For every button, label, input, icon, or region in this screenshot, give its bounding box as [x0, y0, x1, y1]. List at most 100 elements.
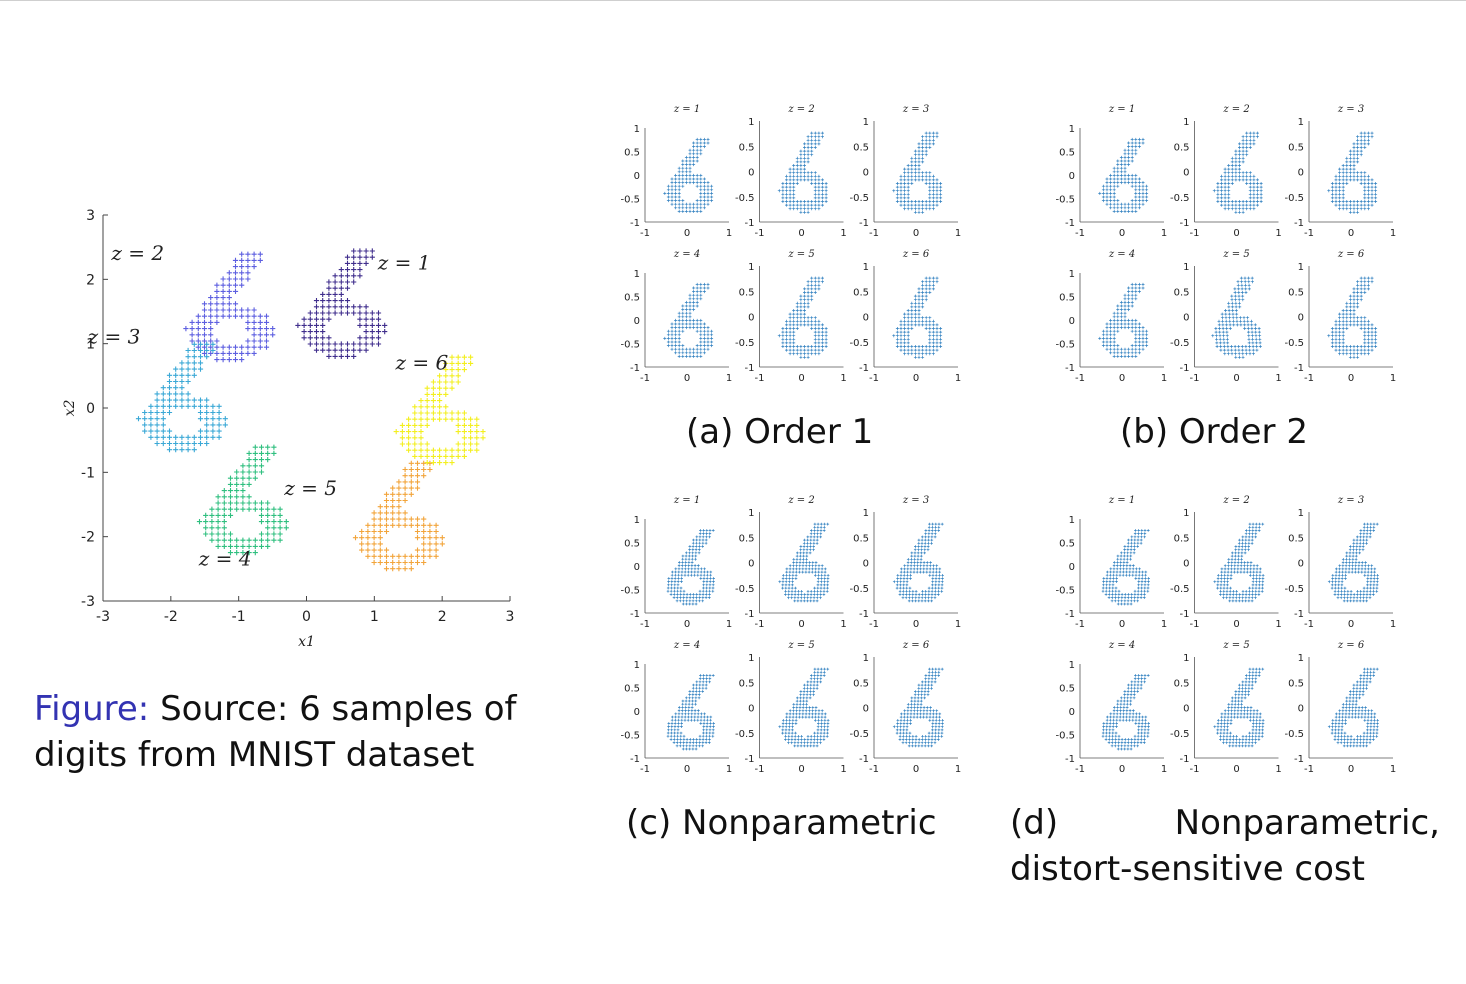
plot-d-5-y-tick-label: 0 — [1183, 704, 1189, 715]
plot-d-1-y-tick-label: -0.5 — [1055, 586, 1075, 597]
plot-c-4-x-tick-label: 0 — [684, 764, 690, 775]
plot-a-5-digit — [777, 276, 828, 359]
plot-c-3-x-tick-label: 0 — [913, 619, 919, 630]
plot-c-5-y-tick-label: -1 — [745, 754, 755, 765]
plot-d-6-digit — [1327, 667, 1379, 748]
plot-c-6-y-tick-label: -1 — [859, 754, 869, 765]
plot-a-5-x-tick-label: 1 — [840, 373, 846, 384]
plot-c-4-y-tick-label: 0 — [634, 707, 640, 718]
plot-c-2-y-tick-label: -1 — [745, 609, 755, 620]
plot-c-4-x-tick-label: 1 — [726, 764, 732, 775]
plot-a-4-x-tick-label: 0 — [684, 373, 690, 384]
plot-b-3-x-tick-label: 1 — [1390, 228, 1396, 239]
plot-c-3-x-tick-label: 1 — [955, 619, 961, 630]
plot-c-1-digit — [666, 529, 715, 606]
plot-c-3-y-tick-label: -1 — [859, 609, 869, 620]
plot-b-2-digit — [1212, 131, 1263, 214]
caption-a: (a) Order 1 — [686, 412, 874, 452]
series-5-label: z = 5 — [283, 476, 337, 500]
plot-a-1-y-tick-label: -1 — [630, 218, 640, 229]
main-y-tick-label: 3 — [86, 208, 95, 224]
plot-b-3-y-tick-label: 0 — [1298, 168, 1304, 179]
plot-b-6-digit — [1327, 276, 1378, 359]
plot-b-6-title: z = 6 — [1337, 249, 1365, 260]
plot-c-6-y-tick-label: 1 — [863, 653, 869, 664]
plot-c-5-x-tick-label: 0 — [798, 764, 804, 775]
plot-d-6-y-tick-label: -0.5 — [1284, 729, 1304, 740]
plot-c-6-title: z = 6 — [902, 640, 930, 651]
caption-b: (b) Order 2 — [1120, 412, 1308, 452]
plot-b-4-digit-marks — [1098, 282, 1149, 358]
plot-a-6-y-tick-label: 1 — [863, 262, 869, 273]
series-4-digit — [196, 444, 289, 556]
plot-b-4-y-tick-label: 0.5 — [1059, 293, 1075, 304]
plot-c-3-y-tick-label: 0.5 — [853, 533, 869, 544]
plot-b-2-y-tick-label: 0.5 — [1174, 142, 1190, 153]
plot-c-6-y-tick-label: 0 — [863, 704, 869, 715]
plot-a-4-digit-marks — [663, 282, 714, 358]
plot-a-1-x-tick-label: 1 — [726, 228, 732, 239]
plot-c-3-y-tick-label: 0 — [863, 559, 869, 570]
caption-d: (d) Nonparametric, distort-sensitive cos… — [1010, 803, 1440, 889]
plot-a-1-y-tick-label: 0.5 — [624, 148, 640, 159]
plot-a-1-x-tick-label: -1 — [640, 228, 650, 239]
plot-a-2-y-tick-label: 0 — [748, 168, 754, 179]
plot-a-3-digit — [892, 131, 943, 214]
plot-b-1-digit — [1098, 137, 1149, 213]
plot-d-4-digit-marks — [1101, 674, 1150, 751]
plot-c-2-digit-marks — [778, 522, 830, 603]
series-4-label: z = 4 — [198, 547, 252, 571]
plot-d-4-y-tick-label: -0.5 — [1055, 731, 1075, 742]
plot-a-6-x-tick-label: -1 — [869, 373, 879, 384]
plot-c-3-x-tick-label: -1 — [869, 619, 879, 630]
plot-c-4-y-tick-label: 0.5 — [624, 684, 640, 695]
plot-c-5-title: z = 5 — [787, 640, 814, 651]
plot-d-1-digit-marks — [1101, 529, 1150, 606]
series-5-digit-marks — [352, 460, 445, 572]
plot-b-3-digit — [1327, 131, 1378, 214]
plot-d-5-digit-marks — [1213, 667, 1265, 748]
plot-c-5-x-tick-label: -1 — [755, 764, 765, 775]
plot-d-6-y-tick-label: -1 — [1294, 754, 1304, 765]
plot-a-6-x-tick-label: 0 — [913, 373, 919, 384]
plot-d-2-x-tick-label: -1 — [1190, 619, 1200, 630]
plot-b-1-x-tick-label: 0 — [1119, 228, 1125, 239]
plot-a-2-y-tick-label: 1 — [748, 117, 754, 128]
plot-b-4-y-tick-label: 1 — [1069, 269, 1075, 280]
plot-b-5-title: z = 5 — [1222, 249, 1249, 260]
plot-c-6-y-tick-label: -0.5 — [849, 729, 869, 740]
plot-d-3-y-tick-label: -0.5 — [1284, 584, 1304, 595]
plot-b-2-x-tick-label: 0 — [1233, 228, 1239, 239]
plot-b-3-x-tick-label: 0 — [1348, 228, 1354, 239]
plot-b-3-x-tick-label: -1 — [1304, 228, 1314, 239]
plot-b-3-y-tick-label: -1 — [1294, 218, 1304, 229]
series-4-digit-marks — [196, 444, 289, 556]
plot-a-5-y-tick-label: 1 — [748, 262, 754, 273]
plot-c-2-x-tick-label: -1 — [755, 619, 765, 630]
plot-c-4-digit — [666, 674, 715, 751]
plot-b-5-y-tick-label: -1 — [1180, 363, 1190, 374]
plot-b-6-x-tick-label: -1 — [1304, 373, 1314, 384]
plot-a-5-y-tick-label: -1 — [745, 363, 755, 374]
plot-a-3-title: z = 3 — [902, 104, 929, 115]
plot-d-1-y-tick-label: 1 — [1069, 515, 1075, 526]
plot-d-4-y-tick-label: 0 — [1069, 707, 1075, 718]
plot-b-5-x-tick-label: 1 — [1275, 373, 1281, 384]
plot-c-6-x-tick-label: 1 — [955, 764, 961, 775]
series-3-digit — [135, 341, 228, 453]
plot-c-2-x-tick-label: 0 — [798, 619, 804, 630]
plot-b-6-y-tick-label: 0 — [1298, 313, 1304, 324]
plot-a-6-y-tick-label: -0.5 — [849, 338, 869, 349]
plot-b-2-y-tick-label: -0.5 — [1170, 193, 1190, 204]
plot-b-5-y-tick-label: 0 — [1183, 313, 1189, 324]
plot-c-4-y-tick-label: -0.5 — [620, 731, 640, 742]
plot-a-3-y-tick-label: 0.5 — [853, 142, 869, 153]
plot-c-2-y-tick-label: 1 — [748, 508, 754, 519]
plot-d-2-y-tick-label: 0 — [1183, 559, 1189, 570]
plot-d-1-x-tick-label: 1 — [1161, 619, 1167, 630]
plot-a-5-y-tick-label: 0.5 — [739, 287, 755, 298]
plot-c-1-y-tick-label: -0.5 — [620, 586, 640, 597]
plot-b-2-y-tick-label: -1 — [1180, 218, 1190, 229]
plot-b-5-digit-marks — [1211, 276, 1262, 359]
plot-d-4-y-tick-label: 1 — [1069, 660, 1075, 671]
